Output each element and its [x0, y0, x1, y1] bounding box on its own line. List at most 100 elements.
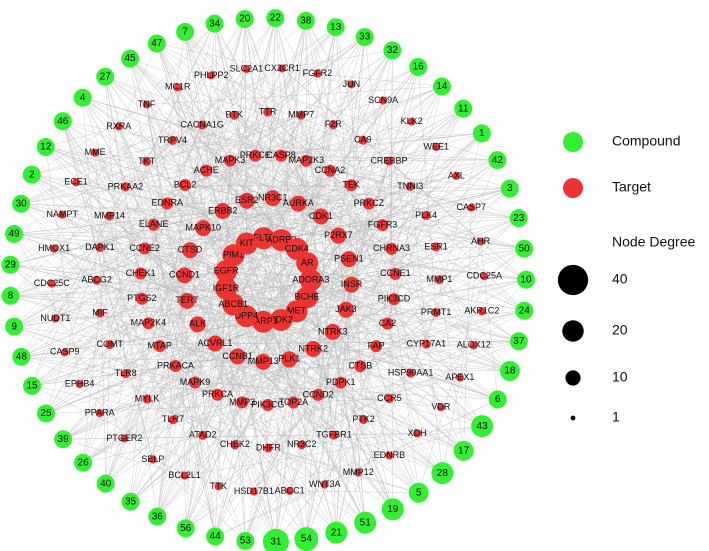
edge [330, 170, 510, 189]
edge [94, 152, 393, 510]
edge [62, 87, 178, 215]
target-label: TTK [210, 481, 227, 491]
target-node [95, 243, 105, 253]
target-label: DAPK1 [85, 242, 115, 252]
edge [124, 18, 246, 439]
edge [45, 356, 238, 414]
target-node [168, 135, 178, 145]
compound-node [121, 492, 140, 511]
target-node [95, 308, 105, 318]
legend-degree-label: 1 [612, 409, 620, 425]
target-node [95, 409, 104, 418]
edge [55, 197, 273, 319]
edge [51, 36, 365, 284]
compound-node [516, 270, 535, 289]
compound-node [235, 10, 254, 29]
edge [62, 121, 243, 403]
target-label: MAP2K4 [131, 318, 167, 328]
target-label: ADORA3 [292, 275, 329, 285]
edge [55, 188, 510, 319]
target-label: INSR [341, 279, 363, 289]
edge [459, 345, 474, 378]
edge [310, 280, 335, 436]
edge [14, 326, 238, 357]
target-label: ADRB2 [266, 234, 296, 244]
edge [82, 97, 331, 172]
target-label: DHFR [256, 442, 281, 452]
target-node [168, 415, 178, 425]
target-node [60, 348, 69, 357]
target-node [153, 339, 166, 352]
edge [55, 215, 110, 319]
edge [20, 203, 97, 281]
edge [13, 233, 395, 300]
edge [109, 124, 203, 345]
edge [55, 203, 299, 319]
edge [10, 295, 247, 317]
compound-label: 48 [16, 351, 28, 362]
target-label: CYP17A1 [407, 338, 447, 348]
target-label: CCR5 [377, 393, 402, 403]
target-node [385, 242, 398, 255]
target-node [75, 380, 84, 389]
edge [197, 111, 268, 325]
edge [21, 356, 319, 396]
target-label: PIM1 [223, 250, 244, 260]
edge [156, 43, 282, 241]
edge [62, 121, 148, 400]
target-node [300, 154, 313, 167]
legend-degree-circle [570, 415, 576, 421]
compound-label: 53 [240, 536, 252, 547]
target-label: CCNE1 [380, 268, 411, 278]
target-node [114, 122, 123, 131]
edge [234, 115, 322, 217]
target-label: PTK2 [352, 414, 375, 424]
edge [10, 140, 173, 296]
compound-node [432, 77, 451, 96]
edge [109, 140, 173, 217]
edge [156, 43, 227, 289]
compound-node [148, 507, 167, 526]
target-label: CASP8 [266, 150, 296, 160]
target-node [329, 430, 339, 440]
target-label: TTR [259, 106, 277, 116]
edge [234, 115, 481, 242]
edge [417, 66, 437, 313]
compound-label: 19 [387, 504, 399, 515]
compound-node [325, 521, 348, 544]
compound-node [12, 194, 31, 213]
edge [268, 341, 519, 449]
edge [436, 246, 525, 249]
edge [214, 23, 256, 156]
target-node [189, 376, 202, 389]
edge [31, 318, 56, 386]
edge [184, 31, 216, 344]
edge [340, 284, 352, 383]
compound-label: 43 [477, 421, 489, 432]
compound-label: 37 [513, 336, 525, 347]
target-node [384, 394, 394, 404]
edge [306, 284, 352, 540]
target-node [91, 148, 100, 157]
compound-label: 38 [300, 15, 312, 26]
edge [345, 309, 394, 510]
edge [157, 185, 352, 517]
edge [130, 404, 268, 502]
target-label: NR3C2 [287, 439, 317, 449]
target-node [92, 275, 102, 285]
edge [391, 108, 464, 249]
target-node [255, 353, 272, 370]
edge [82, 97, 188, 301]
target-node [469, 341, 478, 350]
target-label: CACNA1G [180, 119, 224, 129]
target-node [214, 203, 231, 220]
edge [214, 23, 290, 360]
target-node [207, 71, 216, 80]
target-node [381, 317, 394, 330]
compound-node [515, 239, 534, 258]
target-node [312, 208, 329, 225]
edge [289, 331, 333, 492]
compound-label: 7 [182, 27, 188, 38]
compound-node [96, 67, 115, 86]
edge [99, 343, 427, 414]
